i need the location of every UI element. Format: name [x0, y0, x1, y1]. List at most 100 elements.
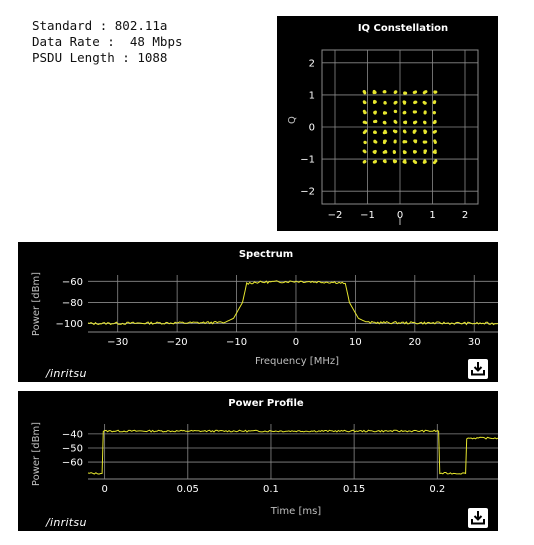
- iq-point: [393, 120, 397, 124]
- iq-point: [404, 120, 408, 124]
- signal-info: Standard : 802.11a Data Rate : 48 Mbps PSD…: [32, 18, 183, 66]
- iq-x-axis-label: I: [399, 217, 402, 228]
- iq-point: [423, 131, 427, 135]
- iq-point: [372, 160, 376, 164]
- spectrum-y-axis-label: Power [dBm]: [31, 272, 42, 336]
- iq-point: [363, 111, 367, 115]
- iq-point: [383, 100, 387, 104]
- iq-point: [374, 119, 378, 123]
- iq-point: [414, 120, 418, 124]
- download-button[interactable]: [468, 508, 488, 528]
- data-rate-text: Data Rate : 48 Mbps: [32, 34, 183, 49]
- iq-point: [412, 149, 416, 153]
- iq-point: [392, 150, 396, 154]
- iq-point: [363, 140, 367, 144]
- iq-point: [424, 90, 428, 94]
- iq-point: [403, 151, 407, 155]
- iq-point: [433, 151, 437, 155]
- power-profile-y-tick-label: −60: [62, 458, 83, 469]
- power-profile-trace: [87, 429, 498, 475]
- iq-point: [413, 129, 417, 133]
- iq-point: [413, 160, 417, 164]
- power-profile-y-axis-label: Power [dBm]: [31, 422, 42, 486]
- power-profile-x-tick-label: 0.05: [177, 484, 199, 495]
- iq-y-tick-label: −1: [300, 155, 315, 166]
- iq-point: [382, 141, 386, 145]
- iq-point: [403, 160, 407, 164]
- iq-point: [413, 100, 417, 104]
- spectrum-panel: Spectrum −30 −20 −10 0 10 20 30 −60 −80 −100 Freq…: [18, 242, 498, 382]
- iq-point: [432, 111, 436, 115]
- iq-x-tick-label: −2: [328, 210, 343, 221]
- iq-x-tick-label: 0: [397, 210, 403, 221]
- iq-point: [423, 151, 427, 155]
- iq-point: [403, 91, 407, 95]
- iq-point: [383, 90, 387, 94]
- iq-point: [422, 140, 426, 144]
- spectrum-y-tick-label: −100: [56, 319, 83, 330]
- spectrum-x-tick-label: 30: [468, 337, 481, 348]
- iq-point: [403, 130, 407, 134]
- iq-y-tick-label: −2: [300, 187, 315, 198]
- iq-constellation-chart: IQ Constellation −2 −1 0 1 2 −2 −1 0 1 2 I Q: [287, 23, 479, 228]
- iq-point: [372, 89, 376, 93]
- power-profile-panel: Power Profile 0 0.05 0.1 0.15 0.2 −40 −50 −60 T…: [18, 391, 498, 531]
- iq-point: [394, 129, 398, 133]
- iq-x-tick-label: 1: [429, 210, 435, 221]
- power-profile-x-tick-label: 0: [101, 484, 107, 495]
- iq-y-tick-label: 2: [309, 58, 315, 69]
- iq-point: [373, 99, 377, 103]
- iq-chart-title: IQ Constellation: [358, 23, 448, 34]
- spectrum-x-tick-label: −30: [107, 337, 128, 348]
- iq-point: [402, 139, 406, 143]
- iq-y-tick-label: 0: [309, 123, 315, 134]
- iq-point: [373, 131, 377, 135]
- power-profile-chart-title: Power Profile: [228, 398, 304, 409]
- iq-point: [382, 120, 386, 124]
- iq-point: [403, 110, 407, 114]
- iq-point: [434, 159, 438, 163]
- spectrum-y-tick-label: −80: [62, 298, 83, 309]
- iq-point: [423, 120, 427, 124]
- anritsu-logo: /inritsu: [46, 367, 87, 380]
- iq-point: [423, 101, 427, 105]
- anritsu-logo: /inritsu: [46, 516, 87, 529]
- iq-point: [384, 130, 388, 134]
- standard-text: Standard : 802.11a: [32, 18, 168, 33]
- iq-y-axis-label: Q: [287, 116, 298, 124]
- iq-point: [364, 129, 368, 133]
- iq-point: [363, 160, 367, 164]
- download-button[interactable]: [468, 359, 488, 379]
- iq-x-tick-label: −1: [360, 210, 375, 221]
- spectrum-y-tick-label: −60: [62, 277, 83, 288]
- iq-point: [423, 159, 427, 163]
- iq-point: [362, 149, 366, 153]
- spectrum-x-tick-label: −10: [226, 337, 247, 348]
- iq-constellation-panel: IQ Constellation −2 −1 0 1 2 −2 −1 0 1 2 I Q: [277, 16, 498, 231]
- download-icon: [471, 362, 485, 376]
- iq-point: [393, 101, 397, 105]
- power-profile-x-tick-label: 0.15: [343, 484, 365, 495]
- iq-point: [373, 111, 377, 115]
- iq-point: [392, 159, 396, 163]
- power-profile-y-tick-label: −40: [62, 429, 83, 440]
- iq-point: [414, 140, 418, 144]
- iq-point: [363, 101, 367, 105]
- iq-y-tick-label: 1: [309, 90, 315, 101]
- iq-point: [373, 139, 377, 143]
- iq-point: [413, 90, 417, 94]
- iq-point: [393, 110, 397, 114]
- iq-point: [403, 100, 407, 104]
- spectrum-chart-title: Spectrum: [239, 249, 293, 260]
- iq-point: [393, 140, 397, 144]
- iq-x-tick-label: 2: [462, 210, 468, 221]
- iq-point: [394, 90, 398, 94]
- iq-point: [423, 111, 427, 115]
- iq-point: [433, 90, 437, 94]
- iq-point: [433, 100, 437, 104]
- spectrum-x-tick-label: −20: [167, 337, 188, 348]
- power-profile-x-axis-label: Time [ms]: [270, 506, 322, 517]
- spectrum-trace: [87, 280, 498, 326]
- iq-point: [383, 149, 387, 153]
- spectrum-chart: Spectrum −30 −20 −10 0 10 20 30−60−80−100 Freq…: [31, 249, 498, 367]
